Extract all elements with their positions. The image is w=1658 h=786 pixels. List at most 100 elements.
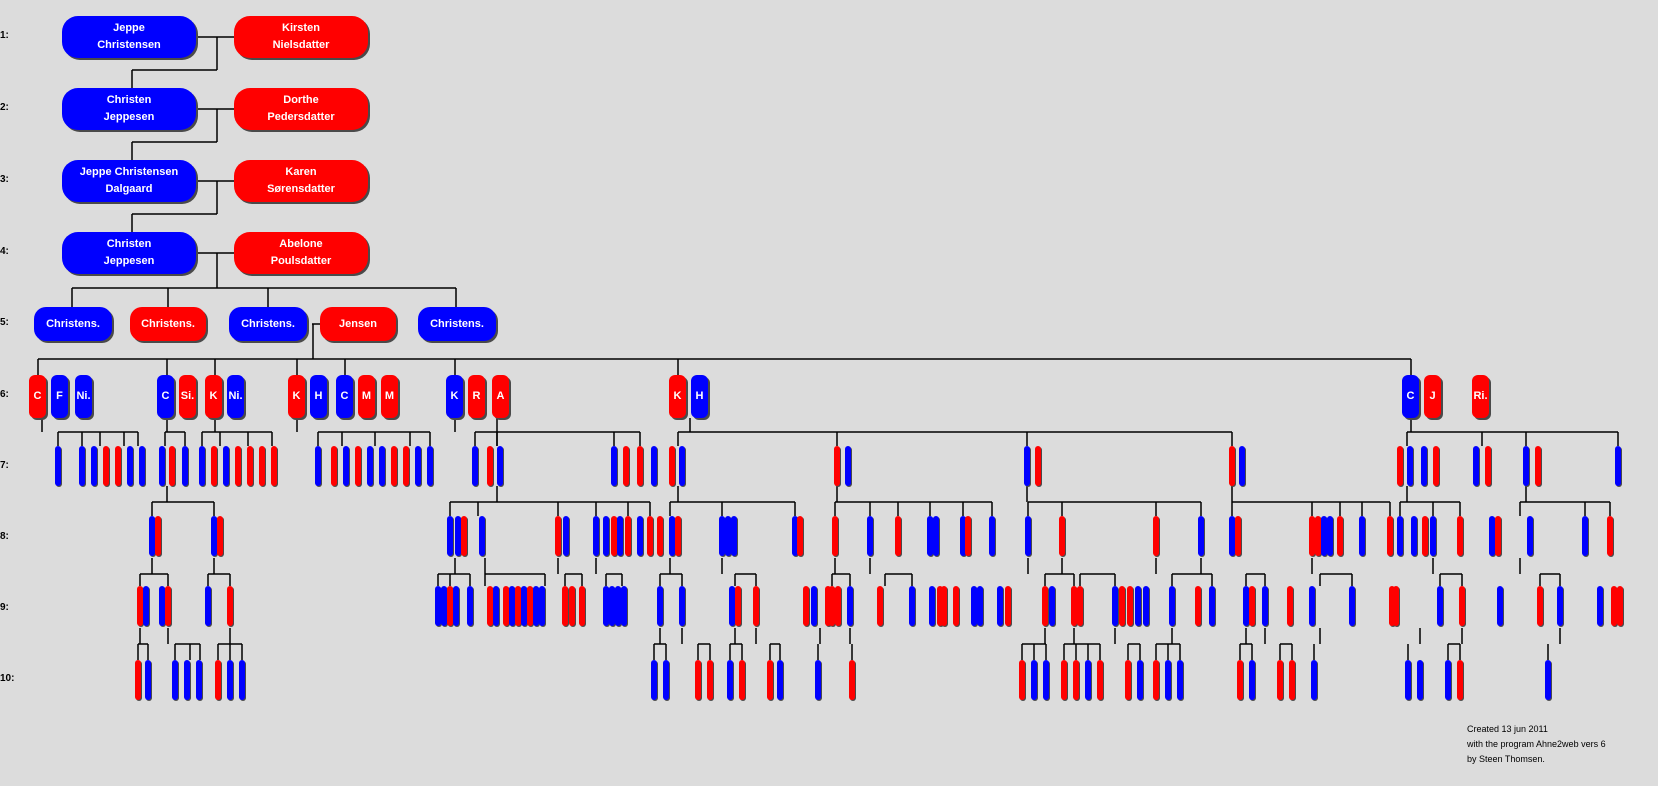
descendant-bar[interactable] [1229,516,1235,556]
descendant-bar[interactable] [563,516,569,556]
descendant-bar[interactable] [1237,660,1243,700]
person-box-gen5[interactable]: Christens. [130,307,206,341]
descendant-bar[interactable] [1249,660,1255,700]
descendant-bar[interactable] [811,586,817,626]
descendant-bar[interactable] [1527,516,1533,556]
descendant-bar[interactable] [215,660,221,700]
descendant-bar[interactable] [849,660,855,700]
descendant-bar[interactable] [1615,446,1621,486]
person-box-wife[interactable]: Kirsten Nielsdatter [234,16,368,58]
descendant-bar[interactable] [965,516,971,556]
person-box-husband[interactable]: Jeppe Christensen Dalgaard [62,160,196,202]
descendant-bar[interactable] [1582,516,1588,556]
descendant-bar[interactable] [835,586,841,626]
descendant-bar[interactable] [1289,660,1295,700]
descendant-bar[interactable] [832,516,838,556]
descendant-bar[interactable] [1430,516,1436,556]
descendant-bar[interactable] [227,586,233,626]
descendant-bar[interactable] [1411,516,1417,556]
descendant-bar[interactable] [615,586,621,626]
descendant-bar[interactable] [719,516,725,556]
descendant-bar[interactable] [569,586,575,626]
descendant-bar[interactable] [1073,660,1079,700]
descendant-bar[interactable] [1457,660,1463,700]
descendant-bar[interactable] [941,586,947,626]
person-box-gen6[interactable]: Si. [179,375,196,418]
descendant-bar[interactable] [877,586,883,626]
descendant-bar[interactable] [767,660,773,700]
person-box-gen6[interactable]: R [468,375,485,418]
descendant-bar[interactable] [1135,586,1141,626]
descendant-bar[interactable] [792,516,798,556]
descendant-bar[interactable] [637,516,643,556]
descendant-bar[interactable] [1422,516,1428,556]
descendant-bar[interactable] [1243,586,1249,626]
descendant-bar[interactable] [235,446,241,486]
descendant-bar[interactable] [149,516,155,556]
descendant-bar[interactable] [1025,516,1031,556]
person-box-gen5[interactable]: Christens. [34,307,112,341]
descendant-bar[interactable] [447,586,453,626]
descendant-bar[interactable] [1473,446,1479,486]
descendant-bar[interactable] [909,586,915,626]
descendant-bar[interactable] [1485,446,1491,486]
descendant-bar[interactable] [379,446,385,486]
descendant-bar[interactable] [647,516,653,556]
descendant-bar[interactable] [1143,586,1149,626]
descendant-bar[interactable] [1239,446,1245,486]
descendant-bar[interactable] [777,660,783,700]
person-box-gen6[interactable]: K [288,375,305,418]
descendant-bar[interactable] [611,516,617,556]
descendant-bar[interactable] [1035,446,1041,486]
descendant-bar[interactable] [953,586,959,626]
descendant-bar[interactable] [1198,516,1204,556]
descendant-bar[interactable] [1005,586,1011,626]
person-box-gen6[interactable]: A [492,375,509,418]
descendant-bar[interactable] [1235,516,1241,556]
descendant-bar[interactable] [1545,660,1551,700]
descendant-bar[interactable] [989,516,995,556]
descendant-bar[interactable] [825,586,831,626]
descendant-bar[interactable] [103,446,109,486]
person-box-gen5[interactable]: Christens. [418,307,496,341]
descendant-bar[interactable] [1059,516,1065,556]
descendant-bar[interactable] [447,516,453,556]
descendant-bar[interactable] [1169,586,1175,626]
descendant-bar[interactable] [427,446,433,486]
person-box-gen6[interactable]: C [157,375,174,418]
descendant-bar[interactable] [847,586,853,626]
descendant-bar[interactable] [603,516,609,556]
descendant-bar[interactable] [1177,660,1183,700]
descendant-bar[interactable] [1097,660,1103,700]
descendant-bar[interactable] [1085,660,1091,700]
descendant-bar[interactable] [135,660,141,700]
descendant-bar[interactable] [1617,586,1623,626]
descendant-bar[interactable] [493,586,499,626]
descendant-bar[interactable] [753,586,759,626]
descendant-bar[interactable] [725,516,731,556]
person-box-husband[interactable]: Christen Jeppesen [62,88,196,130]
person-box-husband[interactable]: Christen Jeppesen [62,232,196,274]
descendant-bar[interactable] [739,660,745,700]
descendant-bar[interactable] [199,446,205,486]
descendant-bar[interactable] [1061,660,1067,700]
descendant-bar[interactable] [1397,516,1403,556]
descendant-bar[interactable] [675,516,681,556]
person-box-wife[interactable]: Karen Sørensdatter [234,160,368,202]
descendant-bar[interactable] [997,586,1003,626]
descendant-bar[interactable] [679,446,685,486]
descendant-bar[interactable] [1119,586,1125,626]
descendant-bar[interactable] [169,446,175,486]
descendant-bar[interactable] [515,586,521,626]
descendant-bar[interactable] [1417,660,1423,700]
descendant-bar[interactable] [217,516,223,556]
descendant-bar[interactable] [1137,660,1143,700]
descendant-bar[interactable] [1209,586,1215,626]
descendant-bar[interactable] [695,660,701,700]
descendant-bar[interactable] [1607,516,1613,556]
descendant-bar[interactable] [1337,516,1343,556]
descendant-bar[interactable] [1495,516,1501,556]
descendant-bar[interactable] [593,516,599,556]
descendant-bar[interactable] [539,586,545,626]
descendant-bar[interactable] [977,586,983,626]
